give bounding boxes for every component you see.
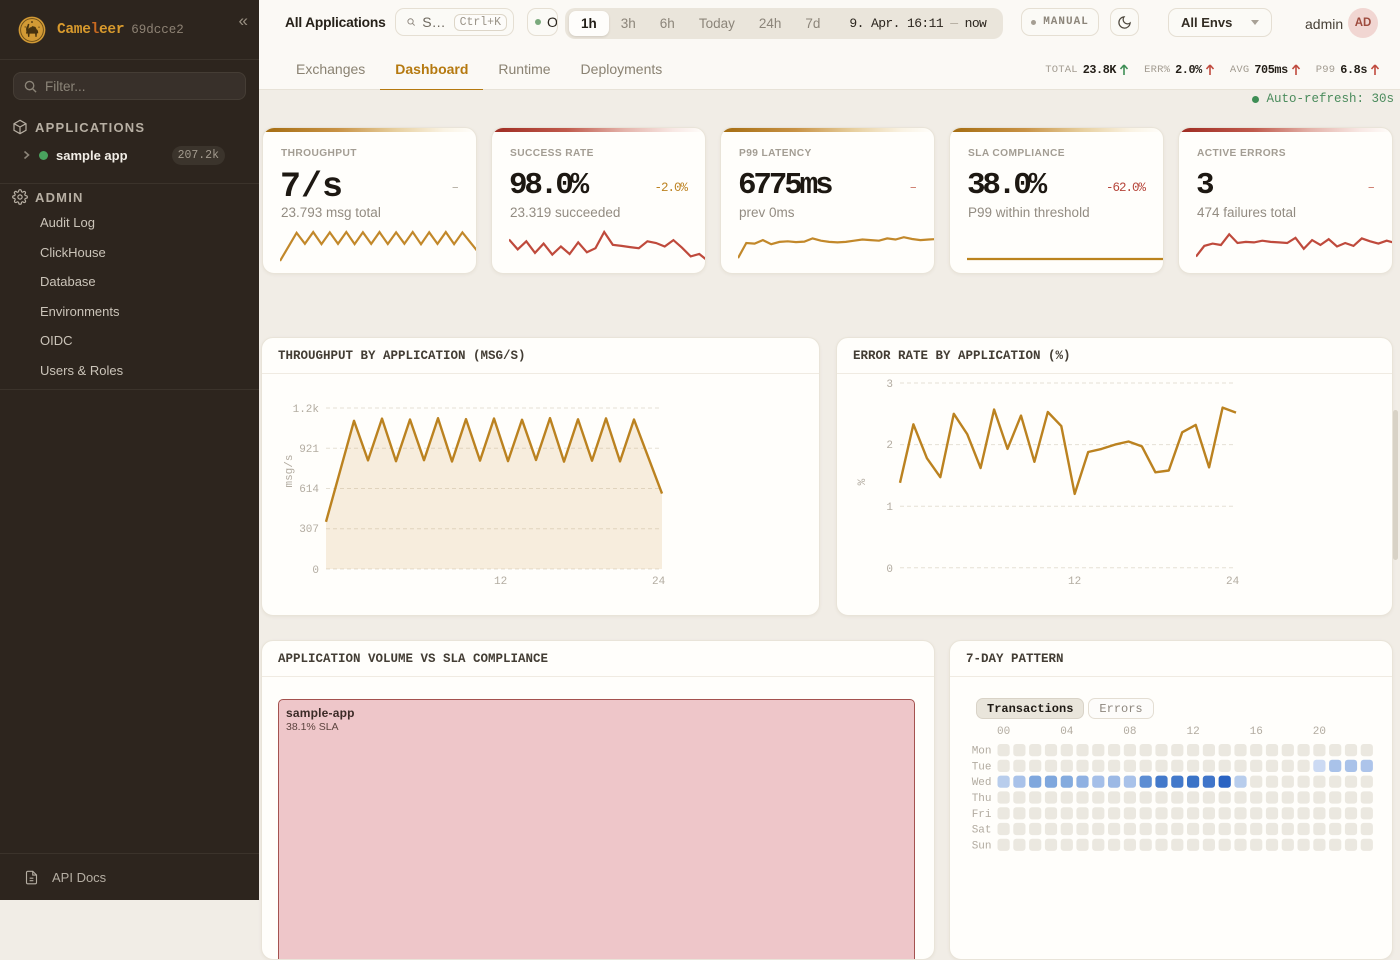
svg-text:24: 24	[1226, 576, 1240, 588]
svg-text:2: 2	[886, 440, 893, 452]
svg-text:3: 3	[886, 379, 893, 391]
svg-text:20: 20	[1313, 726, 1326, 738]
svg-text:Mon: Mon	[972, 746, 992, 758]
svg-text:%: %	[857, 478, 869, 485]
svg-text:04: 04	[1060, 726, 1074, 738]
svg-text:12: 12	[494, 576, 507, 588]
svg-text:614: 614	[299, 484, 319, 496]
svg-text:00: 00	[997, 726, 1010, 738]
svg-text:Fri: Fri	[972, 809, 992, 821]
svg-text:Sat: Sat	[972, 825, 992, 837]
svg-text:1.2k: 1.2k	[293, 404, 320, 416]
svg-text:24: 24	[652, 576, 666, 588]
svg-text:0: 0	[886, 564, 893, 576]
svg-text:Tue: Tue	[972, 761, 992, 773]
svg-text:307: 307	[299, 524, 319, 536]
svg-text:Wed: Wed	[972, 777, 992, 789]
svg-text:1: 1	[886, 502, 893, 514]
svg-text:08: 08	[1123, 726, 1136, 738]
svg-text:12: 12	[1068, 576, 1081, 588]
svg-text:16: 16	[1250, 726, 1263, 738]
svg-text:msg/s: msg/s	[284, 454, 296, 487]
svg-text:Thu: Thu	[972, 793, 992, 805]
svg-text:Sun: Sun	[972, 840, 992, 852]
svg-text:12: 12	[1186, 726, 1199, 738]
svg-text:0: 0	[312, 565, 319, 577]
svg-text:921: 921	[299, 444, 319, 456]
